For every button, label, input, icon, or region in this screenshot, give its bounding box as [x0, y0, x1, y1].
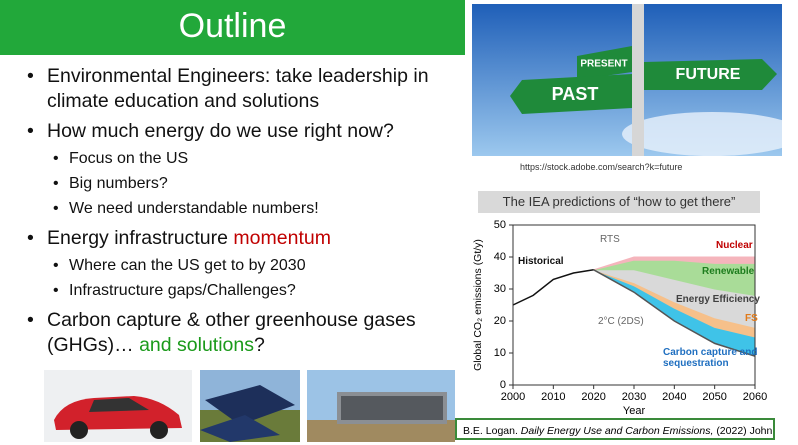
sign-text: PRESENT [580, 59, 627, 70]
slide-title: Outline [0, 0, 465, 55]
sub-bullet: Infrastructure gaps/Challenges? [47, 278, 465, 303]
image-caption: https://stock.adobe.com/search?k=future [520, 162, 683, 172]
y-axis-label: Global CO₂ emissions (Gt/y) [472, 239, 484, 371]
sign-text: PAST [552, 84, 599, 104]
series-label: Renewable [702, 266, 755, 277]
series-label: Carbon capture and sequestration [663, 347, 758, 369]
signpost-image: PRESENT FUTURE PAST [472, 4, 782, 156]
y-tick-label: 10 [494, 347, 506, 359]
sign-text: FUTURE [676, 66, 741, 83]
series-label: FS [745, 313, 758, 324]
line [593, 269, 756, 357]
x-tick-label: 2010 [541, 391, 565, 403]
bullet-text: Energy infrastructure [47, 227, 234, 249]
bullet-text: ? [254, 334, 265, 356]
line [512, 269, 594, 306]
bullet-emphasis: and solutions [139, 334, 254, 356]
bullet-text: Environmental Engineers: take leadership… [47, 65, 429, 112]
y-tick-label: 20 [494, 315, 506, 327]
car-image [44, 370, 192, 442]
x-tick-label: 2030 [622, 391, 646, 403]
bullet-text: How much energy do we use right now? [47, 120, 394, 142]
x-tick-label: 2050 [702, 391, 726, 403]
citation-rest: (2022) John Wiley [716, 425, 773, 437]
citation: B.E. Logan. Daily Energy Use and Carbon … [455, 418, 775, 440]
x-tick-label: 2000 [501, 391, 525, 403]
sub-bullet: We need understandable numbers! [47, 196, 465, 221]
citation-author: B.E. Logan. [463, 425, 518, 437]
citation-book: Daily Energy Use and Carbon Emissions, [520, 425, 714, 437]
sub-bullet: Where can the US get to by 2030 [47, 253, 465, 278]
bullet: Energy infrastructure momentum Where can … [25, 226, 465, 303]
chart-title: The IEA predictions of “how to get there… [478, 191, 760, 213]
bullet: Carbon capture & other greenhouse gases … [25, 308, 465, 358]
x-tick-label: 2020 [581, 391, 605, 403]
sub-bullet: Focus on the US [47, 146, 465, 171]
series-label: 2°C (2DS) [598, 316, 644, 327]
series-label: Nuclear [716, 240, 753, 251]
sub-list: Focus on the USBig numbers?We need under… [47, 146, 465, 221]
series-label: Historical [518, 256, 564, 267]
bullet-emphasis: momentum [233, 227, 331, 249]
y-tick-label: 40 [494, 251, 506, 263]
solar-image [200, 370, 300, 442]
dac-image [307, 370, 455, 442]
bullet: How much energy do we use right now? Focu… [25, 119, 465, 221]
annotation: RTS [600, 234, 620, 245]
sub-bullet: Big numbers? [47, 171, 465, 196]
x-axis-label: Year [623, 405, 646, 415]
y-tick-label: 0 [500, 379, 506, 391]
bullet: Environmental Engineers: take leadership… [25, 64, 465, 114]
bullet-list: Environmental Engineers: take leadership… [25, 64, 465, 363]
x-tick-label: 2040 [662, 391, 686, 403]
sub-list: Where can the US get to by 2030Infrastru… [47, 253, 465, 303]
y-tick-label: 50 [494, 219, 506, 231]
y-tick-label: 30 [494, 283, 506, 295]
bullet-text: Carbon capture & other greenhouse gases … [47, 309, 416, 356]
x-tick-label: 2060 [743, 391, 767, 403]
series-label: Energy Efficiency [676, 294, 760, 305]
